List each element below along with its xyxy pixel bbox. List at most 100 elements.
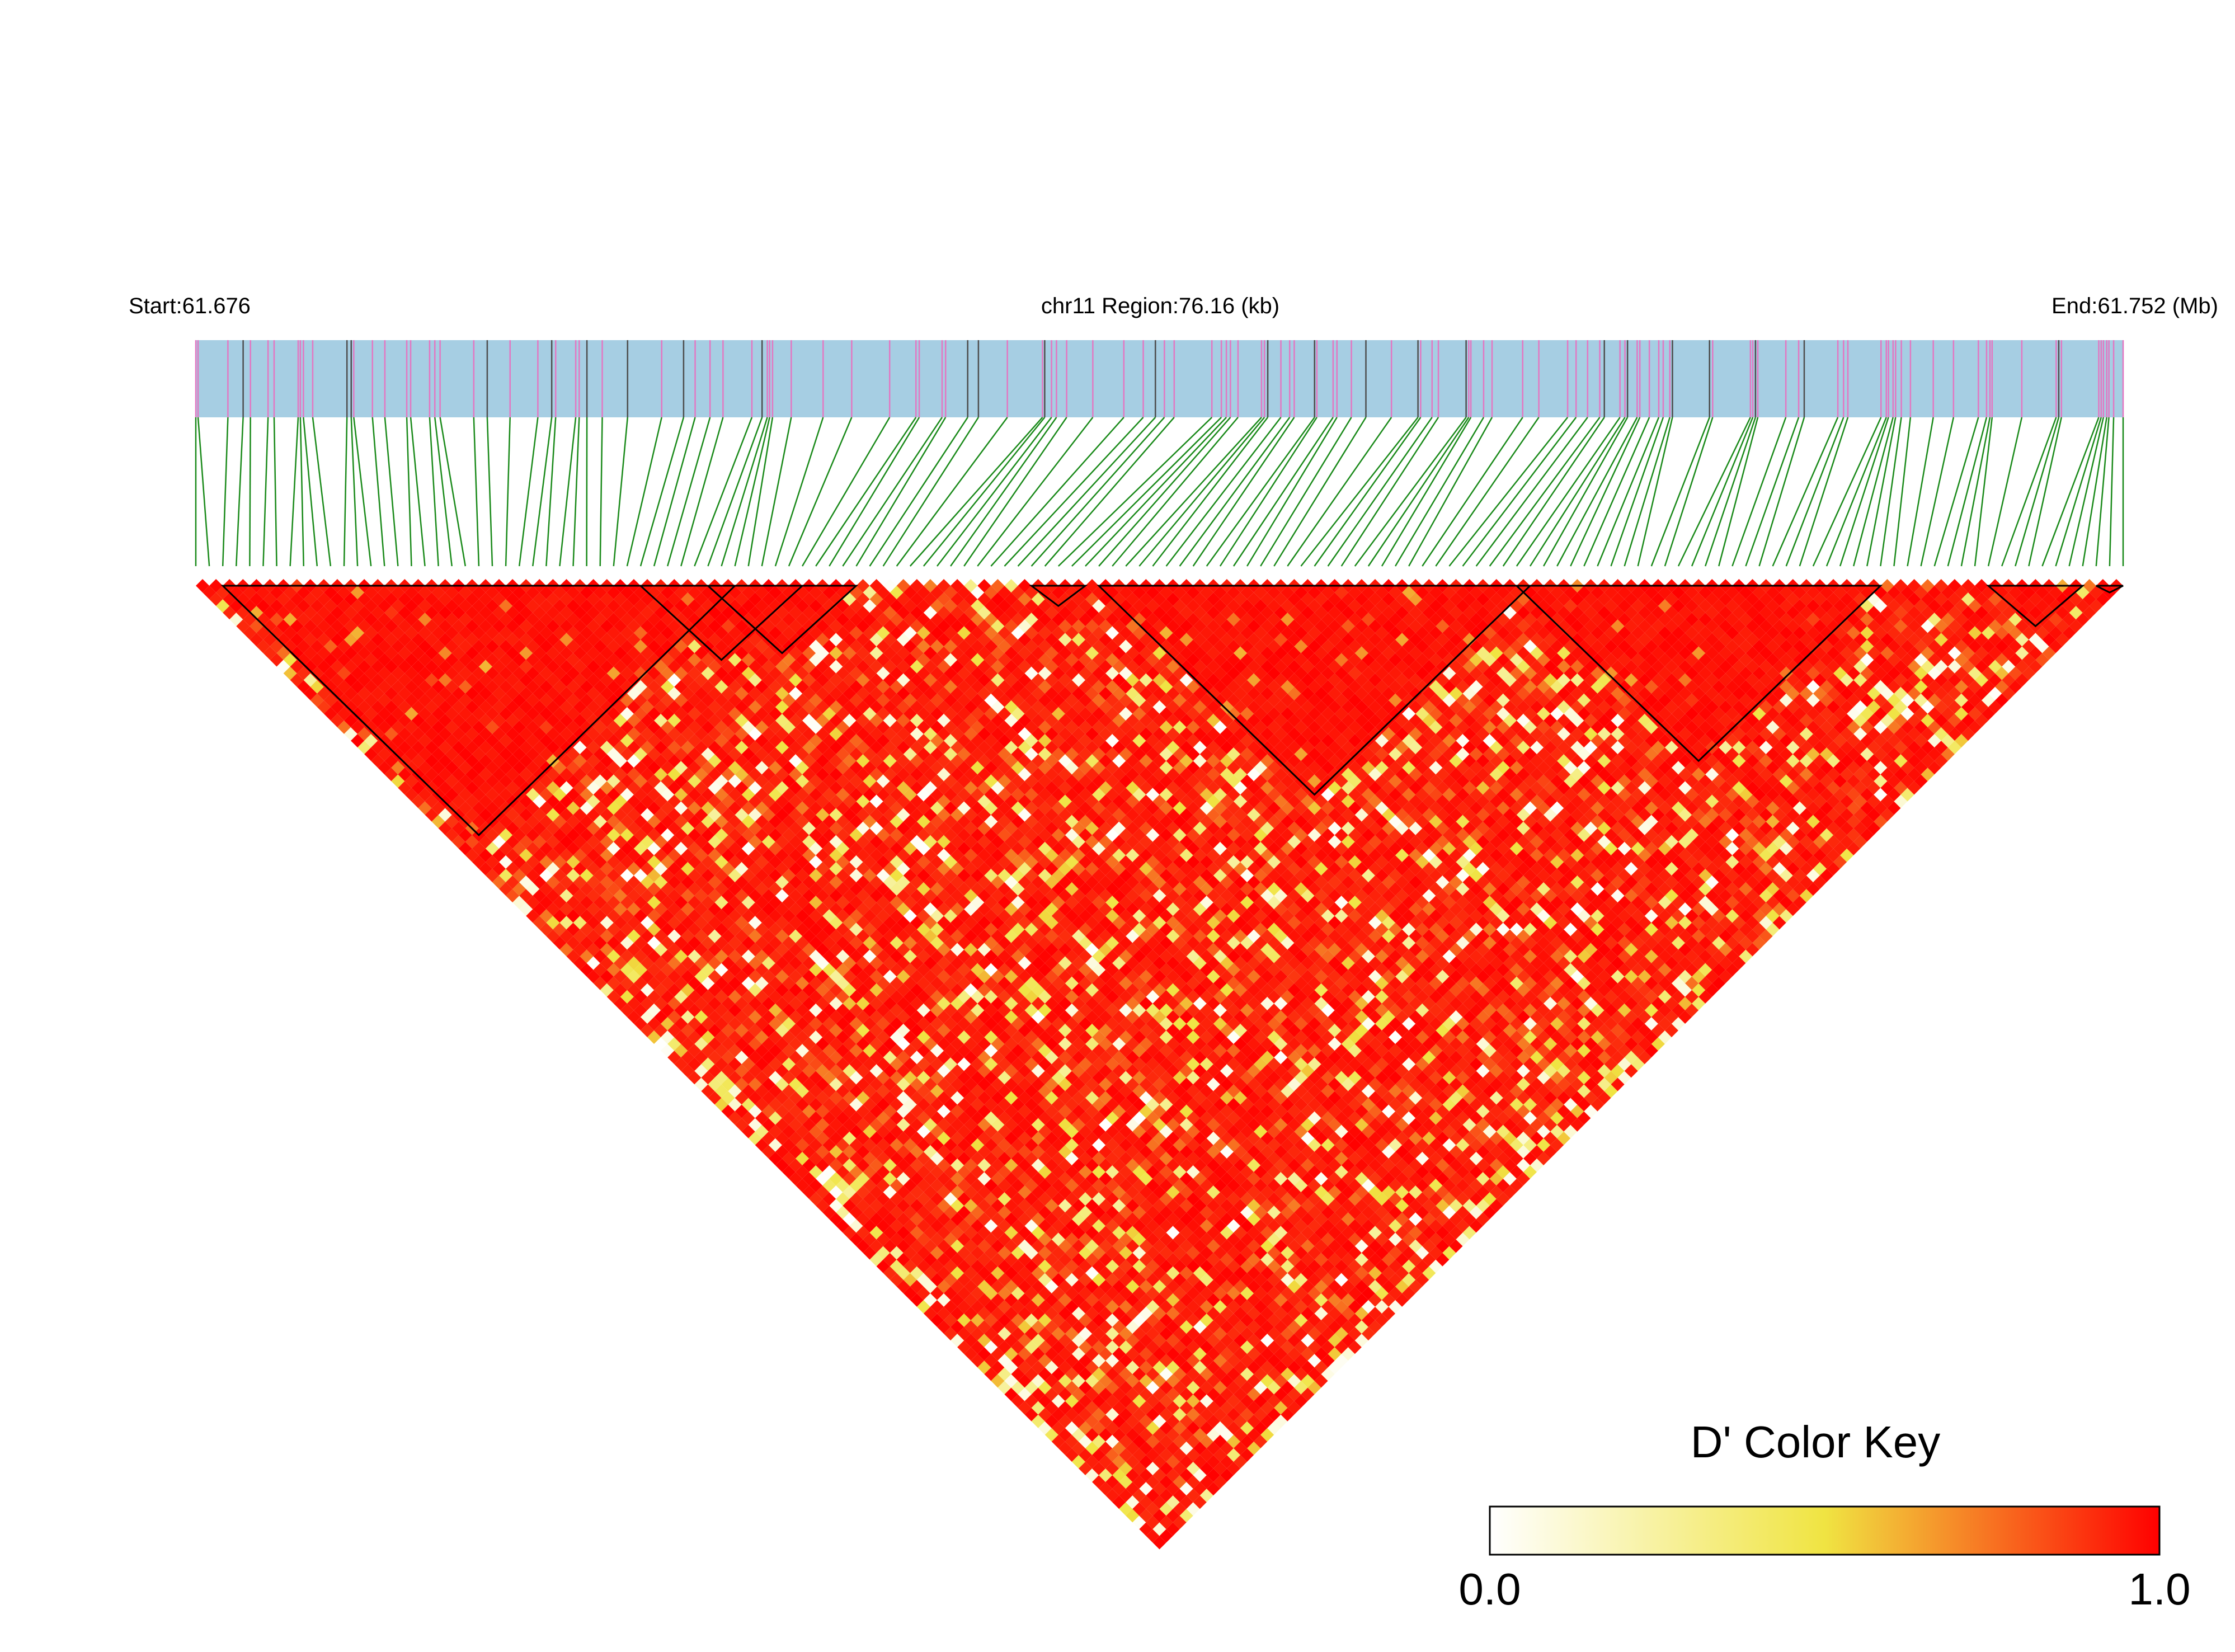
ld-cell bbox=[539, 815, 553, 829]
ld-cell bbox=[714, 1071, 728, 1085]
ld-cell bbox=[822, 1151, 836, 1165]
ld-cell bbox=[290, 673, 304, 687]
ld-cell bbox=[916, 1232, 930, 1246]
ld-cell bbox=[263, 633, 277, 647]
ld-cell bbox=[431, 747, 445, 761]
ld-cell bbox=[378, 720, 392, 735]
snp-connector bbox=[1381, 417, 1472, 567]
ld-cell bbox=[276, 646, 290, 660]
snp-connector bbox=[815, 417, 917, 567]
ld-cell bbox=[971, 1259, 985, 1273]
ld-cell bbox=[600, 929, 614, 943]
snp-connector bbox=[1772, 417, 1839, 567]
ld-cell bbox=[620, 909, 634, 923]
ld-cell bbox=[411, 673, 425, 687]
ld-cell bbox=[526, 855, 540, 869]
ld-cell bbox=[553, 936, 567, 950]
ld-cell bbox=[404, 734, 418, 748]
ld-cell bbox=[735, 1051, 749, 1065]
ld-cell bbox=[357, 700, 371, 714]
ld-cell bbox=[661, 976, 675, 990]
ld-cell bbox=[276, 619, 290, 633]
ld-cell bbox=[916, 1219, 930, 1233]
ld-cell bbox=[1044, 1334, 1058, 1348]
ld-cell bbox=[425, 686, 439, 700]
ld-cell bbox=[526, 896, 540, 910]
ld-cell bbox=[809, 1098, 823, 1112]
ld-cell bbox=[526, 909, 540, 923]
ld-cell bbox=[714, 1057, 728, 1071]
ld-cell bbox=[478, 741, 492, 755]
ld-cell bbox=[661, 936, 675, 950]
ld-cell bbox=[883, 1212, 897, 1226]
ld-cell bbox=[869, 1145, 883, 1159]
ld-cell bbox=[916, 1179, 930, 1193]
ld-cell bbox=[458, 734, 472, 748]
ld-cell bbox=[391, 734, 405, 748]
ld-cell bbox=[789, 1051, 803, 1065]
ld-cell bbox=[1119, 1394, 1133, 1408]
snp-connector bbox=[1718, 417, 1759, 567]
ld-cell bbox=[1132, 1475, 1146, 1489]
ld-cell bbox=[782, 1138, 796, 1152]
ld-cell bbox=[1132, 1434, 1146, 1448]
ld-cell bbox=[357, 633, 371, 647]
ld-cell bbox=[263, 606, 277, 620]
ld-cell bbox=[539, 801, 553, 815]
snp-connector bbox=[312, 417, 332, 567]
snp-connector bbox=[1597, 417, 1660, 567]
ld-cell bbox=[303, 686, 317, 700]
ld-cell bbox=[290, 646, 304, 660]
ld-cell bbox=[661, 1016, 675, 1031]
snp-connector bbox=[532, 417, 553, 567]
ld-cell bbox=[303, 660, 317, 674]
snp-connector bbox=[2015, 417, 2060, 567]
ld-cell bbox=[317, 686, 331, 700]
ld-cell bbox=[620, 976, 634, 990]
ld-cell bbox=[1031, 1414, 1045, 1428]
ld-cell bbox=[256, 639, 270, 653]
snp-connector bbox=[572, 417, 580, 567]
snp-connector bbox=[1314, 417, 1422, 567]
ld-cell bbox=[768, 1098, 782, 1112]
ld-cell bbox=[937, 1226, 951, 1240]
ld-cell bbox=[714, 1084, 728, 1098]
ld-cell bbox=[451, 835, 465, 849]
ld-cell bbox=[478, 794, 492, 808]
ld-cell bbox=[816, 1145, 830, 1159]
ld-cell bbox=[1166, 1522, 1180, 1536]
ld-cell bbox=[1105, 1421, 1119, 1435]
ld-cell bbox=[735, 1077, 749, 1091]
ld-cell bbox=[357, 686, 371, 700]
ld-cell bbox=[539, 855, 553, 869]
ld-cell bbox=[506, 781, 520, 795]
ld-cell bbox=[465, 794, 479, 808]
ld-cell bbox=[694, 983, 708, 997]
ld-cell bbox=[843, 1145, 857, 1159]
ld-cell bbox=[384, 660, 398, 674]
ld-cell bbox=[843, 1118, 857, 1132]
ld-cell bbox=[256, 599, 270, 613]
ld-cell bbox=[478, 808, 492, 822]
ld-cell bbox=[735, 1010, 749, 1024]
ld-cell bbox=[843, 1158, 857, 1172]
ld-cell bbox=[330, 646, 344, 660]
ld-cell bbox=[1044, 1374, 1058, 1388]
snp-connector bbox=[429, 417, 439, 567]
ld-cell bbox=[1105, 1461, 1119, 1476]
ld-cell bbox=[451, 794, 465, 808]
ld-cell bbox=[431, 720, 445, 735]
ld-cell bbox=[661, 923, 675, 936]
snp-connector bbox=[505, 417, 511, 567]
region-title: chr11 Region:76.16 (kb) bbox=[1041, 294, 1279, 318]
ld-cell bbox=[533, 821, 547, 835]
ld-cell bbox=[485, 747, 500, 761]
ld-cell bbox=[391, 774, 405, 788]
ld-cell bbox=[971, 1273, 985, 1287]
ld-cell bbox=[1085, 1455, 1099, 1469]
ld-cell bbox=[748, 1051, 762, 1065]
ld-cell bbox=[303, 673, 317, 687]
snp-connector bbox=[1529, 417, 1626, 567]
snp-connector bbox=[1691, 417, 1754, 567]
ld-cell bbox=[378, 747, 392, 761]
